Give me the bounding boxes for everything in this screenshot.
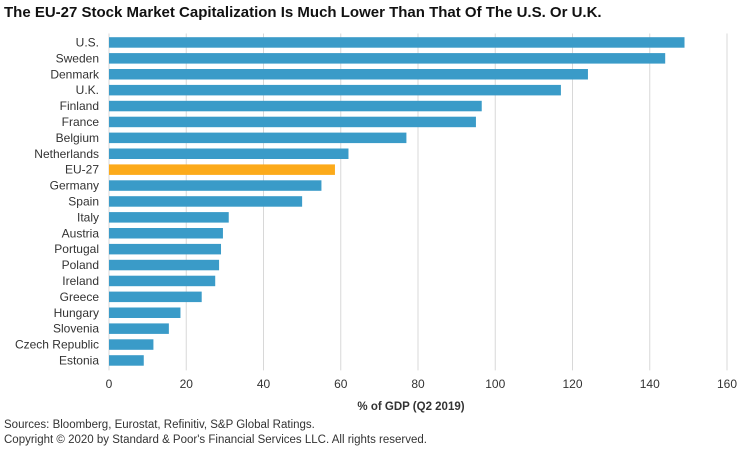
bar [109,69,588,80]
bar [109,84,561,96]
category-label: Slovenia [53,322,99,336]
bar-highlight [109,164,335,175]
category-label: Hungary [54,306,99,320]
bar [109,307,181,318]
category-label: Poland [62,258,99,272]
chart-title: The EU-27 Stock Market Capitalization Is… [4,4,602,21]
category-label: Greece [60,290,100,304]
bar [109,100,482,112]
category-label: Denmark [50,67,100,81]
x-tick-label: 40 [257,377,271,391]
copyright-note: Copyright © 2020 by Standard & Poor's Fi… [4,434,427,446]
bar [109,275,216,287]
category-label: Czech Republic [15,338,99,352]
x-tick-label: 140 [640,377,660,391]
x-tick-label: 0 [106,377,113,391]
bar [109,291,202,303]
category-label: Italy [77,210,99,224]
bar [109,116,476,128]
bar [109,259,220,271]
category-label: Spain [68,194,99,208]
category-label: Portugal [54,242,99,256]
x-tick-label: 100 [485,377,505,391]
bar [109,132,407,144]
bar [109,339,154,350]
x-tick-label: 20 [180,377,194,391]
x-axis-title: % of GDP (Q2 2019) [357,401,464,413]
x-tick-label: 120 [562,377,582,391]
source-note: Sources: Bloomberg, Eurostat, Refinitiv,… [4,419,315,431]
bar [109,148,349,159]
bar [109,196,303,207]
category-label: U.S. [76,35,99,49]
category-label: Finland [60,99,99,113]
bar [109,228,223,239]
category-label: Germany [50,179,99,193]
bar [109,355,144,366]
x-tick-label: 160 [717,377,737,391]
category-label: France [62,115,100,129]
bar [109,180,322,191]
bar [109,53,666,64]
bar [109,212,229,223]
category-label: Sweden [56,51,99,65]
category-label: Ireland [62,274,99,288]
bar [109,323,169,334]
x-tick-label: 80 [411,377,425,391]
bar [109,243,222,255]
category-label: EU-27 [65,163,99,177]
category-label: Belgium [56,131,99,145]
category-label: Netherlands [34,147,99,161]
x-tick-label: 60 [334,377,348,391]
category-label: Estonia [59,353,99,367]
category-label: U.K. [76,83,99,97]
bar [109,37,685,48]
category-label: Austria [62,226,100,240]
